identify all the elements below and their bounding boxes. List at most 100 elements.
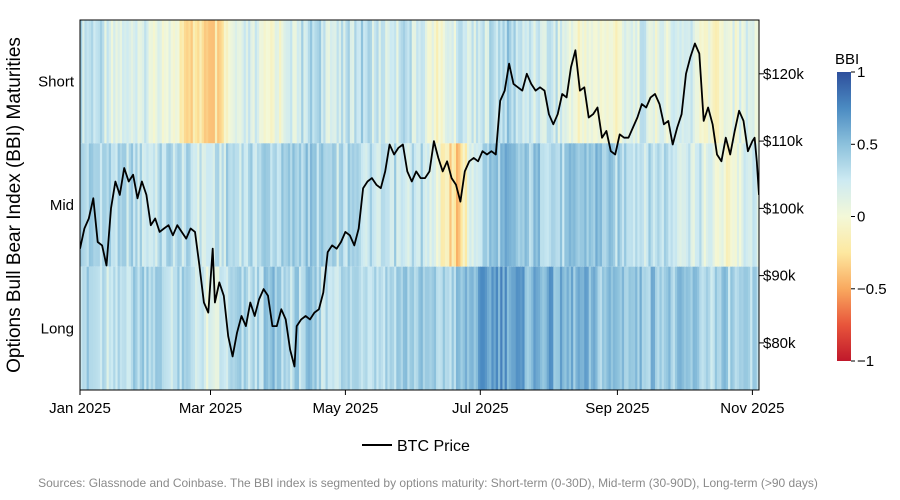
heat-cell	[245, 143, 249, 267]
heat-cell	[624, 266, 627, 390]
heat-cell	[526, 20, 530, 144]
heat-cell	[619, 143, 623, 267]
heat-cell	[117, 143, 121, 267]
heat-cell	[455, 143, 459, 267]
heat-cell	[279, 266, 282, 390]
heat-cell	[719, 266, 722, 390]
heat-cell	[223, 266, 227, 390]
heat-cell	[747, 20, 751, 144]
heat-cell	[608, 20, 612, 144]
heat-cell	[626, 266, 630, 390]
heat-cell	[677, 20, 680, 144]
heat-cell	[659, 20, 663, 144]
btc-price-line	[80, 42, 759, 368]
heat-cell	[400, 20, 404, 144]
heat-cell	[338, 266, 342, 390]
heat-cell	[329, 20, 333, 144]
heat-cell	[164, 20, 167, 144]
heat-cell	[360, 20, 364, 144]
heat-cell	[352, 20, 355, 144]
heat-cell	[632, 20, 636, 144]
heat-cell	[270, 266, 274, 390]
heat-cell	[323, 143, 327, 267]
heat-cell	[144, 143, 147, 267]
heat-cell	[531, 143, 534, 267]
heat-cell	[725, 143, 729, 267]
heat-cell	[621, 266, 625, 390]
heat-cell	[632, 143, 636, 267]
heat-cell	[374, 266, 377, 390]
heat-cell	[88, 266, 92, 390]
heat-cell	[316, 266, 320, 390]
heat-cell	[82, 20, 86, 144]
heat-cell	[383, 143, 386, 267]
heat-cell	[203, 20, 207, 144]
heat-cell	[206, 143, 209, 267]
heat-cell	[559, 266, 563, 390]
heat-cell	[628, 266, 632, 390]
heat-cell	[613, 20, 616, 144]
heat-cell	[701, 266, 705, 390]
heat-cell	[515, 143, 519, 267]
heat-cell	[181, 143, 185, 267]
heat-cell	[186, 143, 189, 267]
heat-cell	[411, 143, 415, 267]
heat-cell	[719, 20, 722, 144]
heat-cell	[495, 20, 499, 144]
heat-cell	[385, 143, 389, 267]
heat-cell	[710, 143, 714, 267]
heat-cell	[604, 20, 607, 144]
heat-cell	[172, 266, 176, 390]
heat-cell	[734, 20, 738, 144]
heat-cell	[210, 143, 214, 267]
heat-cell	[447, 143, 450, 267]
heat-cell	[493, 143, 497, 267]
heat-cell	[325, 266, 329, 390]
heat-cell	[141, 143, 145, 267]
heat-cell	[460, 20, 464, 144]
heat-cell	[371, 266, 375, 390]
heat-cell	[562, 143, 565, 267]
heat-cell	[564, 266, 568, 390]
heat-cell	[402, 266, 406, 390]
heat-cell	[175, 143, 178, 267]
heat-cell	[422, 143, 426, 267]
heat-cell	[126, 20, 130, 144]
heat-cell	[473, 266, 477, 390]
heat-cell	[455, 20, 459, 144]
heat-cell	[367, 266, 371, 390]
heat-cell	[409, 143, 413, 267]
heat-cell	[522, 143, 526, 267]
heat-cell	[486, 143, 490, 267]
heat-cell	[535, 20, 539, 144]
heat-cell	[688, 143, 692, 267]
heat-cell	[601, 143, 605, 267]
heat-cell	[243, 143, 247, 267]
heat-cell	[548, 143, 552, 267]
heat-cell	[668, 266, 672, 390]
heat-cell	[475, 266, 479, 390]
heatmap-cells	[80, 20, 759, 390]
heat-cell	[391, 143, 395, 267]
heat-cell	[515, 266, 519, 390]
heat-cell	[732, 266, 736, 390]
heat-cell	[334, 143, 338, 267]
heat-cell	[232, 20, 236, 144]
heat-cell	[480, 143, 484, 267]
heat-cell	[259, 266, 262, 390]
heat-cell	[217, 143, 220, 267]
plot-frame	[79, 19, 760, 391]
heat-cell	[513, 20, 517, 144]
heat-cell	[679, 20, 683, 144]
heat-cell	[283, 143, 287, 267]
heat-cell	[686, 266, 689, 390]
heat-cell	[416, 266, 419, 390]
heat-cell	[325, 143, 329, 267]
heat-cell	[243, 20, 247, 144]
heat-cell	[451, 20, 455, 144]
heat-cell	[164, 143, 167, 267]
heat-cell	[418, 143, 422, 267]
heat-cell	[201, 20, 205, 144]
heat-cell	[681, 20, 685, 144]
heat-cell	[464, 266, 468, 390]
